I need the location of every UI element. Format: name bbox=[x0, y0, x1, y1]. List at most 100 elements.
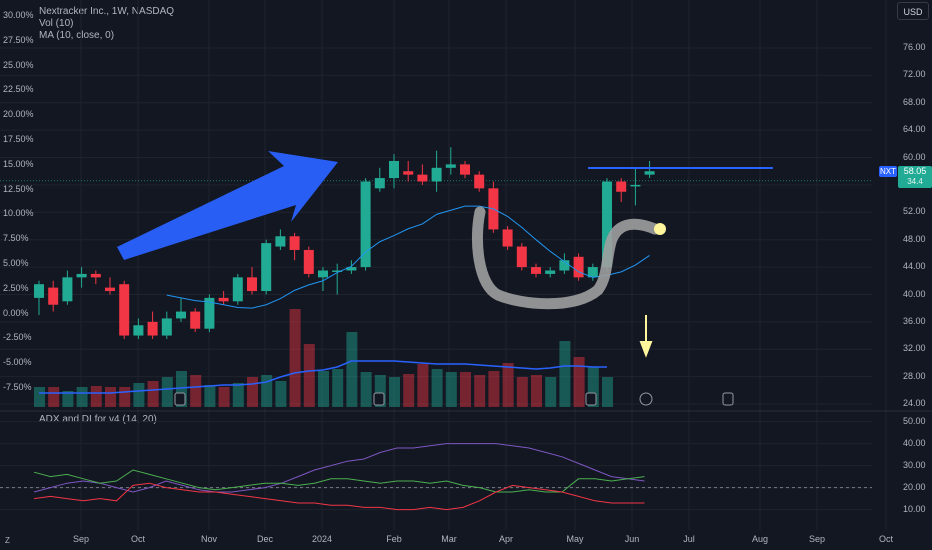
left-axis-tick: 12.50% bbox=[3, 183, 34, 194]
candle-body bbox=[644, 171, 655, 175]
time-axis-label: Jul bbox=[683, 534, 695, 544]
volume-bar bbox=[360, 372, 372, 407]
price-axis-tick: 60.00 bbox=[903, 151, 926, 162]
candle-series bbox=[34, 147, 655, 339]
volume-series bbox=[34, 309, 613, 407]
left-axis-tick: 15.00% bbox=[3, 158, 34, 169]
volume-bar bbox=[474, 375, 486, 407]
legend-adx[interactable]: ADX and DI for v4 (14, 20) bbox=[39, 414, 157, 425]
legend-ma[interactable]: MA (10, close, 0) bbox=[39, 30, 115, 41]
volume-bar bbox=[445, 372, 457, 407]
left-axis-tick: -2.50% bbox=[3, 332, 32, 343]
time-axis-label: Apr bbox=[498, 534, 514, 544]
volume-bar bbox=[389, 377, 400, 407]
earnings-marker bbox=[174, 392, 186, 406]
volume-bar bbox=[332, 369, 344, 407]
candle-body bbox=[247, 277, 257, 292]
dividend-marker bbox=[639, 392, 653, 406]
time-axis-label: Jun bbox=[624, 534, 640, 544]
adx-line bbox=[33, 443, 645, 493]
price-axis-tick: 36.00 bbox=[903, 316, 926, 326]
price-axis-tick: 52.00 bbox=[903, 206, 926, 217]
di-plus-line bbox=[33, 469, 645, 493]
volume-bar bbox=[303, 344, 315, 407]
candle-body bbox=[516, 246, 527, 268]
candle-body bbox=[431, 167, 442, 182]
candle-body bbox=[289, 236, 300, 250]
price-axis-tick: 32.00 bbox=[903, 343, 926, 354]
volume-bar bbox=[289, 309, 301, 407]
left-axis-tick: 27.50% bbox=[3, 34, 34, 45]
candle-body bbox=[133, 325, 144, 336]
time-axis-label: Sep bbox=[808, 534, 826, 544]
adx-axis-tick: 20.00 bbox=[903, 481, 926, 492]
volume-bar bbox=[431, 369, 443, 407]
candle-body bbox=[545, 270, 556, 274]
volume-bar bbox=[587, 367, 599, 407]
candle-body bbox=[105, 287, 115, 292]
candle-body bbox=[303, 249, 314, 274]
volume-bar bbox=[161, 377, 173, 407]
time-axis-label: Nov bbox=[200, 534, 218, 544]
price-badge-value: 58.05 bbox=[903, 166, 927, 176]
left-axis-tick: 20.00% bbox=[3, 109, 34, 120]
price-axis-tick: 48.00 bbox=[903, 233, 926, 244]
candle-body bbox=[261, 243, 272, 292]
volume-bar bbox=[190, 375, 202, 407]
volume-bar bbox=[105, 387, 116, 407]
candle-body bbox=[190, 311, 201, 329]
left-axis-tick: 22.50% bbox=[3, 84, 34, 95]
volume-bar bbox=[48, 387, 60, 407]
earnings-marker bbox=[722, 392, 734, 406]
volume-bar bbox=[502, 363, 514, 407]
volume-bar bbox=[232, 383, 244, 407]
candle-body bbox=[559, 260, 570, 271]
volume-bar bbox=[602, 377, 613, 407]
ma-line bbox=[166, 205, 650, 309]
price-axis-tick: 40.00 bbox=[903, 288, 926, 299]
candle-body bbox=[389, 160, 399, 179]
left-axis-tick: 5.00% bbox=[3, 258, 29, 268]
volume-bar bbox=[261, 375, 273, 407]
volume-bar bbox=[90, 386, 102, 407]
price-axis-tick: 72.00 bbox=[903, 69, 926, 80]
time-axis-label: Sep bbox=[72, 534, 90, 544]
candle-body bbox=[48, 287, 59, 305]
volume-bar bbox=[531, 375, 542, 407]
candle-body bbox=[460, 164, 470, 175]
volume-bar bbox=[318, 371, 329, 407]
time-axis-label: 2024 bbox=[311, 534, 333, 544]
volume-bar bbox=[204, 385, 216, 407]
volume-bar bbox=[559, 341, 571, 407]
time-axis-label: May bbox=[566, 534, 584, 544]
earnings-marker bbox=[373, 392, 385, 406]
cup-handle-tip bbox=[654, 223, 666, 235]
price-axis-tick: 64.00 bbox=[903, 124, 926, 135]
price-axis-tick: 28.00 bbox=[903, 370, 926, 381]
volume-bar bbox=[247, 377, 258, 407]
price-axis-tick: 24.00 bbox=[903, 398, 926, 409]
grid-lines bbox=[0, 0, 887, 530]
time-axis-label: Aug bbox=[751, 534, 769, 544]
candle-body bbox=[374, 178, 385, 189]
candle-body bbox=[62, 277, 73, 302]
legend-title[interactable]: Nextracker Inc., 1W, NASDAQ bbox=[39, 6, 175, 17]
volume-bar bbox=[34, 387, 45, 407]
volume-bar bbox=[573, 357, 585, 407]
candle-body bbox=[176, 311, 186, 319]
candle-body bbox=[346, 267, 357, 271]
candle-body bbox=[218, 297, 229, 302]
volume-bar bbox=[133, 383, 145, 407]
volume-bar bbox=[346, 332, 358, 407]
volume-bar bbox=[218, 387, 230, 407]
candle-body bbox=[76, 273, 87, 278]
legend-volume[interactable]: Vol (10) bbox=[39, 18, 74, 29]
time-axis-label: Feb bbox=[386, 534, 402, 544]
adx-axis-tick: 30.00 bbox=[903, 459, 926, 470]
adx-axis-tick: 40.00 bbox=[903, 437, 926, 448]
price-axis-tick: 76.00 bbox=[903, 42, 926, 52]
volume-ma-line bbox=[39, 360, 607, 394]
candle-body bbox=[474, 174, 485, 189]
currency-button[interactable]: USD bbox=[897, 2, 929, 20]
